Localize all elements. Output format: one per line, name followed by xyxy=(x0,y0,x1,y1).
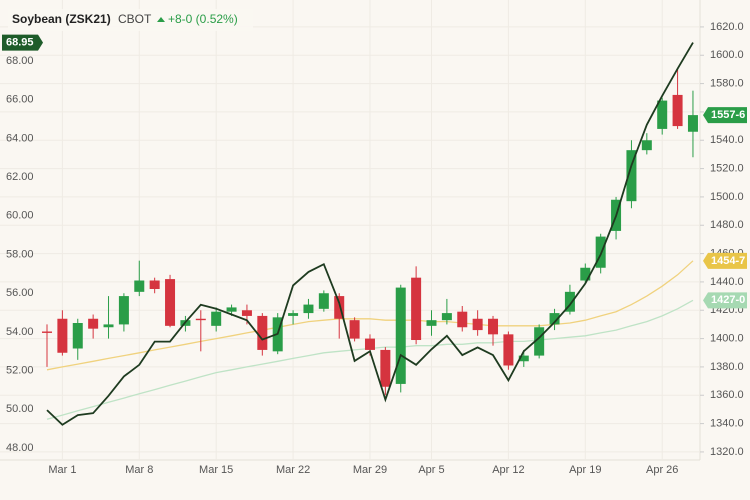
y-tick-label: 58.00 xyxy=(6,248,34,260)
candle-body xyxy=(303,304,314,314)
y-tick-label: 66.00 xyxy=(6,94,34,106)
y-tick-label: 56.00 xyxy=(6,287,34,299)
labels: 1320.01340.01360.01380.01400.01420.01440… xyxy=(2,21,747,476)
y2-tick-label: 1600.0 xyxy=(710,49,744,61)
candle-body xyxy=(165,279,176,326)
candle-body xyxy=(288,313,299,316)
y2-tick-label: 1380.0 xyxy=(710,361,744,373)
candle-body xyxy=(549,313,560,325)
y2-tick-label: 1440.0 xyxy=(710,276,744,288)
candle-body xyxy=(441,313,452,321)
y-tick-label: 52.00 xyxy=(6,364,34,376)
y-tick-label: 62.00 xyxy=(6,171,34,183)
y2-tick-label: 1320.0 xyxy=(710,446,744,458)
y2-tick-label: 1580.0 xyxy=(710,77,744,89)
candle-body xyxy=(534,327,545,356)
line-series xyxy=(46,260,694,371)
price-badge-label: 1454-7 xyxy=(711,255,745,267)
candle-body xyxy=(395,287,406,384)
exchange: CBOT xyxy=(118,12,152,26)
y2-tick-label: 1540.0 xyxy=(710,134,744,146)
y2-tick-label: 1620.0 xyxy=(710,21,744,33)
x-tick-label: Mar 29 xyxy=(353,464,387,476)
x-tick-label: Mar 15 xyxy=(199,464,233,476)
up-arrow xyxy=(157,17,165,22)
price-change: +8-0 (0.52%) xyxy=(168,12,238,26)
x-tick-label: Apr 12 xyxy=(492,464,524,476)
y2-tick-label: 1400.0 xyxy=(710,332,744,344)
candle-body xyxy=(472,318,483,331)
price-badge-label: 1427-0 xyxy=(711,294,745,306)
candle-body xyxy=(672,94,683,127)
candle-body xyxy=(72,323,83,349)
x-tick-label: Apr 19 xyxy=(569,464,601,476)
candle-body xyxy=(257,315,268,350)
candle-body xyxy=(118,296,129,325)
candle-body xyxy=(42,331,52,333)
price-badge xyxy=(703,107,747,124)
price-badge-label: 1557-6 xyxy=(711,109,745,121)
candle-body xyxy=(518,355,529,362)
candle-body xyxy=(57,318,68,353)
candle-body xyxy=(580,267,591,281)
candle-body xyxy=(226,307,237,312)
candle-body xyxy=(411,277,422,341)
candle-body xyxy=(657,100,668,129)
x-tick-label: Mar 22 xyxy=(276,464,310,476)
candle-body xyxy=(426,320,437,326)
header-bg xyxy=(8,9,253,31)
candle-body xyxy=(103,324,114,328)
candle-body xyxy=(380,349,391,387)
chart-title: Soybean (ZSK21) xyxy=(12,12,111,26)
candle-body xyxy=(349,320,360,339)
candle-body xyxy=(88,318,99,329)
y-tick-label: 60.00 xyxy=(6,210,34,222)
y2-tick-label: 1500.0 xyxy=(710,191,744,203)
candle-body xyxy=(149,280,160,290)
candle-body xyxy=(641,140,652,151)
candle-body xyxy=(211,311,222,326)
candle-body xyxy=(241,310,252,316)
y-tick-label: 54.00 xyxy=(6,326,34,338)
candle-body xyxy=(195,318,206,321)
candle-body xyxy=(488,318,499,335)
x-tick-label: Apr 5 xyxy=(418,464,444,476)
marks xyxy=(42,42,698,426)
y-tick-label: 68.00 xyxy=(6,55,34,67)
y2-tick-label: 1340.0 xyxy=(710,417,744,429)
candle-body xyxy=(564,291,575,312)
price-badge xyxy=(703,252,747,269)
grid xyxy=(0,0,704,460)
candle-body xyxy=(457,311,468,328)
candle-body xyxy=(134,280,145,292)
candle-body xyxy=(334,296,345,319)
y-tick-label: 64.00 xyxy=(6,132,34,144)
candle-body xyxy=(318,293,329,309)
price-badge-label: 68.95 xyxy=(6,36,34,48)
y2-tick-label: 1480.0 xyxy=(710,219,744,231)
x-tick-label: Mar 8 xyxy=(125,464,153,476)
candle-body xyxy=(364,338,375,350)
y-tick-label: 50.00 xyxy=(6,403,34,415)
x-tick-label: Apr 26 xyxy=(646,464,678,476)
candle-body xyxy=(503,334,514,366)
price-badge xyxy=(2,34,43,51)
candle-body xyxy=(687,115,698,132)
price-badge xyxy=(703,292,747,309)
candle-body xyxy=(626,150,637,202)
y-tick-label: 48.00 xyxy=(6,442,34,454)
y2-tick-label: 1520.0 xyxy=(710,162,744,174)
y2-tick-label: 1360.0 xyxy=(710,389,744,401)
x-tick-label: Mar 1 xyxy=(48,464,76,476)
line-series xyxy=(46,42,694,426)
